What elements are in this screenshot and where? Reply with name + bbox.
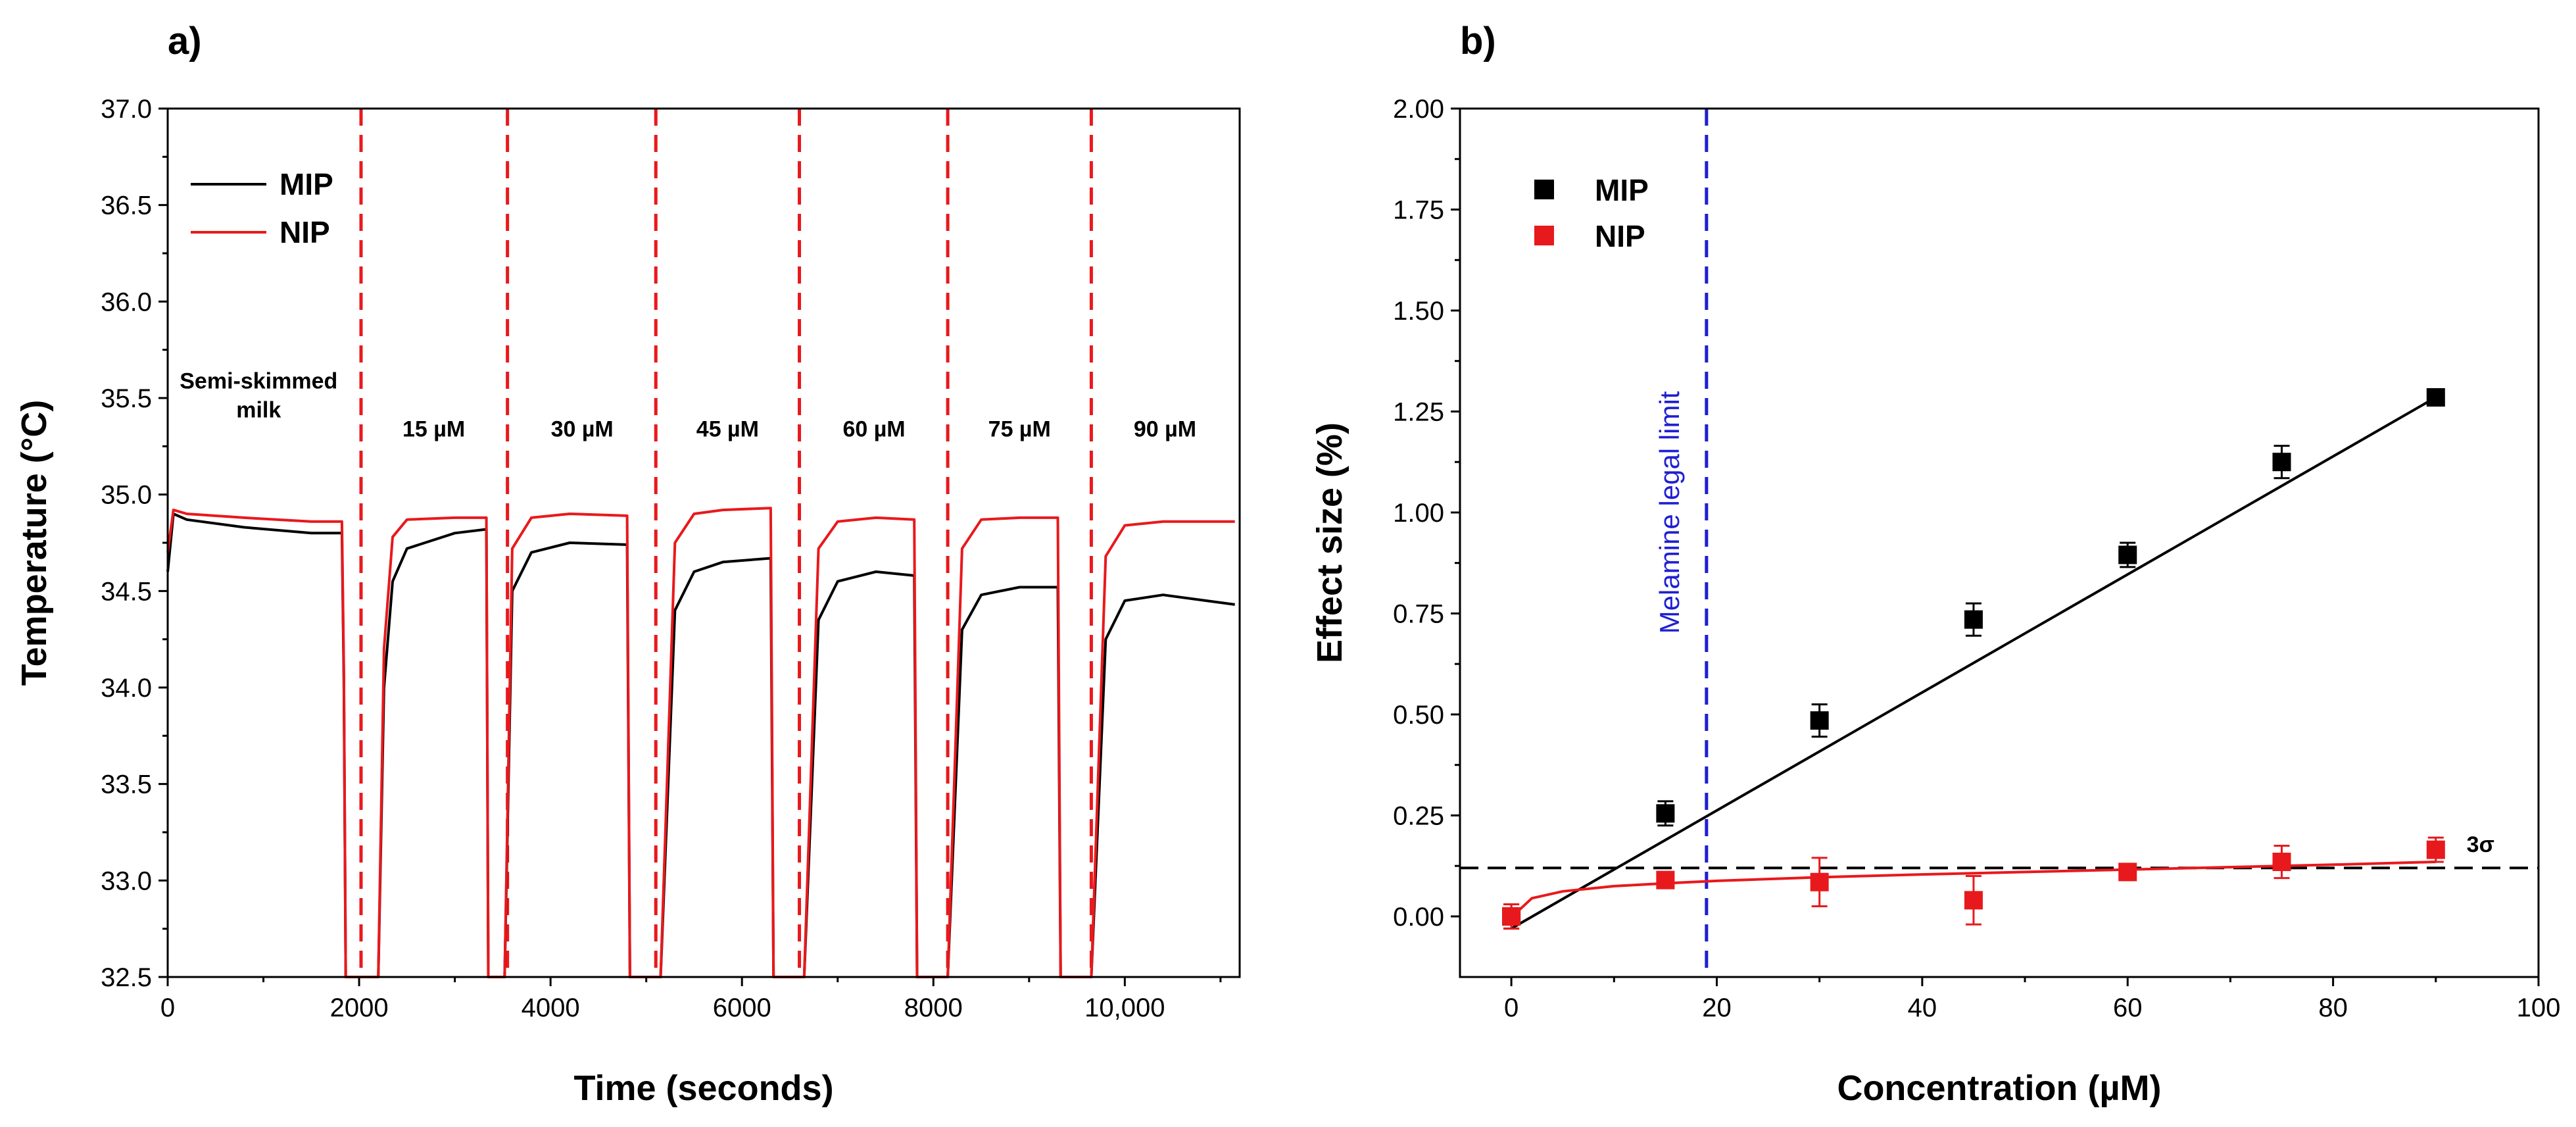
legend-nip-label: NIP bbox=[1595, 219, 1645, 253]
y-tick-label: 1.50 bbox=[1393, 297, 1444, 326]
concentration-divider-lines bbox=[359, 109, 1093, 977]
panel-b-plot-frame bbox=[1459, 107, 2540, 978]
data-point-nip bbox=[2118, 863, 2137, 882]
panel-a-label: a) bbox=[168, 20, 202, 63]
x-tick-label: 0 bbox=[1504, 993, 1519, 1022]
y-tick-label: 1.75 bbox=[1393, 195, 1444, 224]
fit-lines bbox=[1511, 396, 2437, 930]
data-point-mip bbox=[1810, 711, 1829, 730]
data-point-mip bbox=[2426, 388, 2445, 407]
effect-size-points bbox=[1502, 388, 2445, 930]
panel-a-legend: MIP NIP bbox=[191, 167, 333, 249]
data-point-mip bbox=[2118, 545, 2137, 564]
region-label: 90 µM bbox=[1134, 417, 1196, 442]
y-tick-label: 33.0 bbox=[101, 866, 152, 895]
y-tick-label: 0.75 bbox=[1393, 599, 1444, 628]
legend-nip-label: NIP bbox=[279, 215, 330, 249]
data-point-nip bbox=[2426, 840, 2445, 859]
data-point-mip bbox=[2272, 453, 2291, 472]
y-tick-label: 33.5 bbox=[101, 770, 152, 799]
panel-b-effect-size-chart: b) Melamine legal limit 3σ 0 20 40 60 80 1000… bbox=[1310, 20, 2560, 1108]
y-tick-label: 0.50 bbox=[1393, 701, 1444, 730]
x-tick-label: 20 bbox=[1702, 993, 1732, 1022]
panel-a-temperature-chart: a) 0 2000 4000 6000 8000 10,000 32.5 33.0 33.5 34… bbox=[14, 20, 1241, 1108]
y-tick-label: 1.25 bbox=[1393, 397, 1444, 426]
y-tick-label: 36.5 bbox=[101, 191, 152, 220]
x-tick-label: 40 bbox=[1908, 993, 1937, 1022]
legend-mip-marker bbox=[1534, 180, 1554, 199]
concentration-region-labels: Semi-skimmed milk 15 µM 30 µM 45 µM 60 µM 75 µ… bbox=[180, 368, 1196, 441]
y-tick-label: 34.0 bbox=[101, 674, 152, 703]
panel-b-ticks: 0 20 40 60 80 100 0.00 0.25 0.50 0.75 1.00 1.25 1.50… bbox=[1393, 95, 2560, 1022]
y-tick-label: 1.00 bbox=[1393, 499, 1444, 528]
y-tick-label: 2.00 bbox=[1393, 95, 1444, 124]
panel-a-y-axis-title: Temperature (°C) bbox=[14, 400, 54, 686]
y-tick-label: 35.5 bbox=[101, 384, 152, 413]
region-label: 30 µM bbox=[551, 417, 614, 442]
y-tick-label: 32.5 bbox=[101, 963, 152, 992]
y-tick-label: 0.00 bbox=[1393, 903, 1444, 932]
legend-mip-label: MIP bbox=[279, 167, 333, 201]
panel-b-y-axis-title: Effect size (%) bbox=[1310, 422, 1349, 663]
fit-line-mip bbox=[1511, 396, 2437, 930]
region-label: 60 µM bbox=[842, 417, 905, 442]
data-point-mip bbox=[1656, 804, 1675, 823]
region-label: 15 µM bbox=[402, 417, 465, 442]
x-tick-label: 4000 bbox=[522, 993, 580, 1022]
series-line-nip bbox=[166, 507, 1235, 978]
panel-a-ticks: 0 2000 4000 6000 8000 10,000 32.5 33.0 33.5 34.0 3… bbox=[101, 95, 1222, 1022]
legal-limit-label: Melamine legal limit bbox=[1654, 391, 1685, 634]
y-tick-label: 0.25 bbox=[1393, 801, 1444, 830]
panel-b-legend: MIP NIP bbox=[1534, 173, 1649, 253]
data-point-nip bbox=[1502, 907, 1521, 926]
region-label: Semi-skimmed bbox=[180, 368, 337, 393]
y-tick-label: 36.0 bbox=[101, 288, 152, 316]
panel-b-label: b) bbox=[1460, 20, 1496, 63]
x-tick-label: 100 bbox=[2517, 993, 2561, 1022]
region-label-line2: milk bbox=[236, 397, 281, 422]
x-tick-label: 80 bbox=[2318, 993, 2348, 1022]
data-point-nip bbox=[2272, 853, 2291, 872]
three-sigma-label: 3σ bbox=[2467, 832, 2494, 857]
legend-nip-marker bbox=[1534, 226, 1554, 245]
data-point-nip bbox=[1964, 891, 1983, 910]
panel-b-x-axis-title: Concentration (µM) bbox=[1837, 1068, 2161, 1108]
data-point-mip bbox=[1964, 610, 1983, 629]
data-point-nip bbox=[1810, 872, 1829, 891]
region-label: 45 µM bbox=[696, 417, 759, 442]
x-tick-label: 2000 bbox=[330, 993, 389, 1022]
temperature-series bbox=[166, 507, 1235, 978]
panel-a-x-axis-title: Time (seconds) bbox=[573, 1068, 833, 1108]
x-tick-label: 8000 bbox=[904, 993, 963, 1022]
y-tick-label: 34.5 bbox=[101, 577, 152, 606]
region-label: 75 µM bbox=[988, 417, 1051, 442]
data-point-nip bbox=[1656, 870, 1675, 889]
x-tick-label: 60 bbox=[2113, 993, 2143, 1022]
y-tick-label: 37.0 bbox=[101, 95, 152, 124]
legend-mip-label: MIP bbox=[1595, 173, 1649, 207]
x-tick-label: 10,000 bbox=[1084, 993, 1165, 1022]
series-line-mip bbox=[166, 513, 1235, 978]
x-tick-label: 0 bbox=[160, 993, 175, 1022]
x-tick-label: 6000 bbox=[713, 993, 771, 1022]
y-tick-label: 35.0 bbox=[101, 481, 152, 510]
